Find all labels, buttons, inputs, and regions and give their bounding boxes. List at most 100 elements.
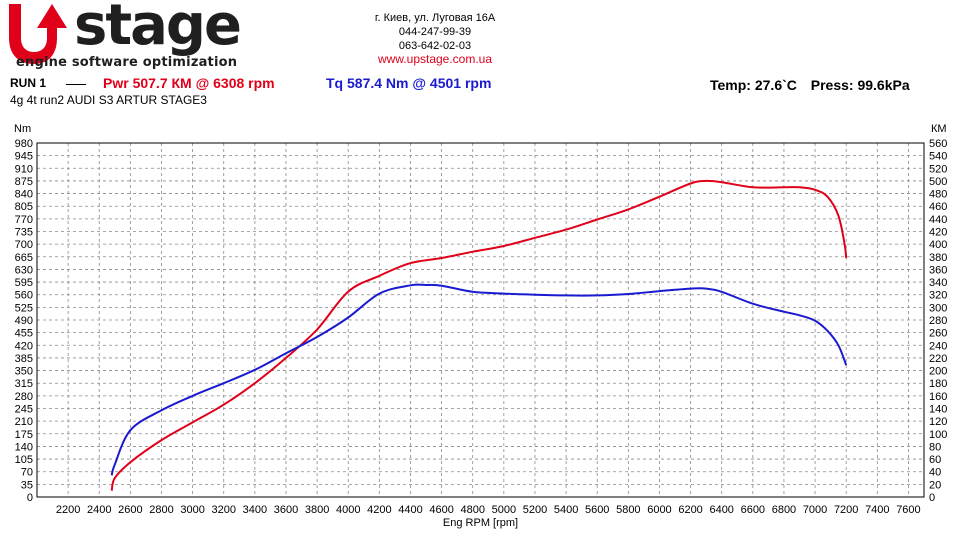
x-tick-label: 5000 xyxy=(492,504,516,516)
left-tick-label: 630 xyxy=(15,264,33,276)
x-tick-label: 3000 xyxy=(180,504,204,516)
right-tick-label: 520 xyxy=(929,163,947,175)
right-tick-label: 240 xyxy=(929,340,947,352)
right-tick-label: 360 xyxy=(929,264,947,276)
x-tick-label: 5800 xyxy=(616,504,640,516)
left-tick-label: 0 xyxy=(27,492,33,504)
x-tick-label: 7200 xyxy=(834,504,858,516)
left-axis-unit: Nm xyxy=(14,123,32,135)
left-tick-label: 665 xyxy=(15,252,33,264)
left-tick-label: 175 xyxy=(15,429,33,441)
x-tick-label: 5600 xyxy=(585,504,609,516)
right-tick-label: 40 xyxy=(929,467,941,479)
right-tick-label: 180 xyxy=(929,378,947,390)
right-tick-label: 0 xyxy=(929,492,935,504)
right-tick-label: 200 xyxy=(929,366,947,378)
x-tick-label: 4000 xyxy=(336,504,360,516)
power-summary: Pwr 507.7 КМ @ 6308 rpm xyxy=(103,75,275,91)
left-tick-label: 525 xyxy=(15,302,33,314)
logo-tagline: engine software optimization xyxy=(16,55,238,70)
left-tick-label: 455 xyxy=(15,328,33,340)
left-tick-label: 490 xyxy=(15,315,33,327)
left-tick-label: 980 xyxy=(15,138,33,150)
right-tick-label: 220 xyxy=(929,353,947,365)
series-layer xyxy=(110,179,848,491)
x-tick-label: 4800 xyxy=(460,504,484,516)
plot-frame xyxy=(36,142,925,498)
left-tick-label: 700 xyxy=(15,239,33,251)
x-tick-label: 6000 xyxy=(647,504,671,516)
right-tick-label: 300 xyxy=(929,302,947,314)
run-description: 4g 4t run2 AUDI S3 ARTUR STAGE3 xyxy=(10,93,207,107)
left-tick-label: 105 xyxy=(15,454,33,466)
left-tick-label: 910 xyxy=(15,163,33,175)
x-tick-label: 6800 xyxy=(772,504,796,516)
x-tick-label: 2400 xyxy=(87,504,111,516)
x-axis-label: Eng RPM [rpm] xyxy=(443,517,518,529)
right-tick-label: 340 xyxy=(929,277,947,289)
temperature-readout: Temp: 27.6`C xyxy=(710,77,797,93)
right-tick-label: 20 xyxy=(929,479,941,491)
address: г. Киев, ул. Луговая 16А xyxy=(374,12,496,24)
power-curve xyxy=(110,179,848,491)
right-tick-label: 440 xyxy=(929,214,947,226)
right-tick-label: 80 xyxy=(929,441,941,453)
x-tick-label: 3400 xyxy=(243,504,267,516)
logo-wordmark: stage xyxy=(74,0,242,58)
chart-grid xyxy=(37,143,924,497)
axis-ticks: 2200 2400 2600 2800 3000 3200 3400 3600 3800 4000… xyxy=(15,138,948,516)
x-tick-label: 6200 xyxy=(678,504,702,516)
right-tick-label: 320 xyxy=(929,290,947,302)
left-tick-label: 210 xyxy=(15,416,33,428)
right-tick-label: 260 xyxy=(929,328,947,340)
right-tick-label: 140 xyxy=(929,404,947,416)
left-tick-label: 770 xyxy=(15,214,33,226)
phone-2: 063-642-02-03 xyxy=(398,40,472,52)
right-tick-label: 500 xyxy=(929,176,947,188)
left-tick-label: 245 xyxy=(15,404,33,416)
right-tick-label: 540 xyxy=(929,151,947,163)
pressure-readout: Press: 99.6kPa xyxy=(810,77,910,93)
phone-1: 044-247-99-39 xyxy=(398,26,472,38)
right-tick-label: 560 xyxy=(929,138,947,150)
right-tick-label: 480 xyxy=(929,189,947,201)
x-tick-label: 2600 xyxy=(118,504,142,516)
left-tick-label: 805 xyxy=(15,201,33,213)
x-tick-label: 3800 xyxy=(305,504,329,516)
left-tick-label: 140 xyxy=(15,441,33,453)
right-tick-label: 60 xyxy=(929,454,941,466)
x-tick-label: 4200 xyxy=(367,504,391,516)
left-tick-label: 840 xyxy=(15,189,33,201)
left-tick-label: 735 xyxy=(15,227,33,239)
logo-emblem xyxy=(9,4,67,64)
website-link[interactable]: www.upstage.com.ua xyxy=(377,52,493,66)
left-tick-label: 280 xyxy=(15,391,33,403)
left-tick-label: 70 xyxy=(21,467,33,479)
right-tick-label: 460 xyxy=(929,201,947,213)
x-tick-label: 7400 xyxy=(865,504,889,516)
right-tick-label: 160 xyxy=(929,391,947,403)
torque-curve xyxy=(110,283,848,476)
left-tick-label: 595 xyxy=(15,277,33,289)
left-tick-label: 385 xyxy=(15,353,33,365)
right-tick-label: 380 xyxy=(929,252,947,264)
right-tick-label: 100 xyxy=(929,429,947,441)
x-tick-label: 7000 xyxy=(803,504,827,516)
right-tick-label: 420 xyxy=(929,227,947,239)
left-tick-label: 945 xyxy=(15,151,33,163)
conditions: Temp: 27.6`C Press: 99.6kPa xyxy=(710,77,920,93)
left-tick-label: 315 xyxy=(15,378,33,390)
x-tick-label: 6400 xyxy=(709,504,733,516)
right-tick-label: 280 xyxy=(929,315,947,327)
x-tick-label: 3600 xyxy=(274,504,298,516)
x-tick-label: 2200 xyxy=(56,504,80,516)
left-tick-label: 350 xyxy=(15,366,33,378)
left-tick-label: 35 xyxy=(21,479,33,491)
x-tick-label: 7600 xyxy=(896,504,920,516)
upstage-logo: stage engine software optimization xyxy=(6,0,306,72)
left-tick-label: 420 xyxy=(15,340,33,352)
run-legend-line xyxy=(66,84,86,85)
left-tick-label: 560 xyxy=(15,290,33,302)
x-tick-label: 2800 xyxy=(149,504,173,516)
